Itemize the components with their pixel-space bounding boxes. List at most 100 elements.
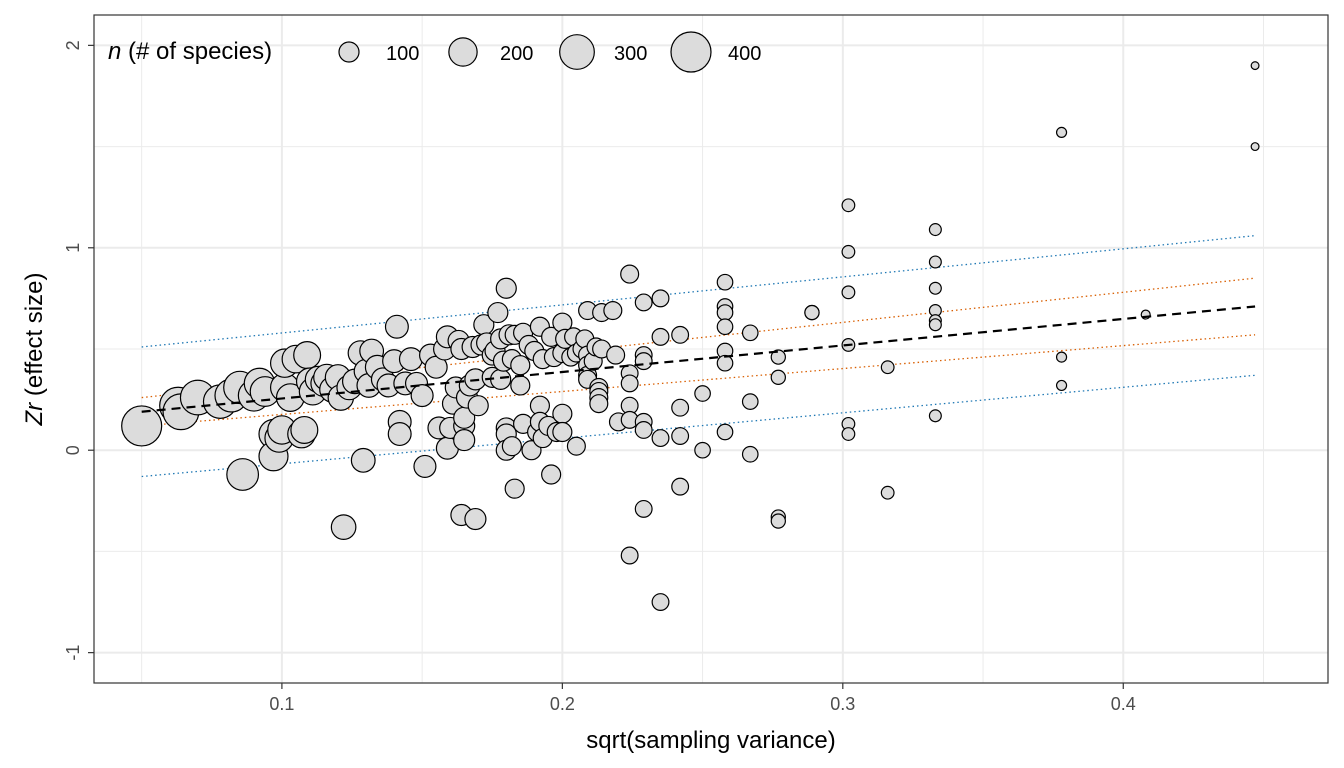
data-point — [1055, 351, 1068, 363]
legend-key-100 — [338, 41, 360, 63]
data-point — [770, 369, 786, 386]
data-point — [651, 289, 670, 308]
legend-key-400 — [670, 31, 712, 73]
data-point — [495, 277, 517, 299]
data-point — [671, 477, 690, 496]
data-point — [453, 429, 476, 452]
data-point — [467, 395, 489, 417]
data-point — [290, 415, 319, 444]
legend-title-italic: n — [108, 38, 121, 65]
legend-label-100: 100 — [386, 43, 419, 65]
data-point — [487, 301, 509, 324]
data-point — [716, 354, 734, 372]
data-point — [741, 393, 759, 410]
prediction-band-lower — [141, 374, 1256, 478]
data-point — [293, 341, 322, 370]
data-point — [330, 514, 357, 540]
data-point — [1055, 126, 1068, 139]
data-point — [541, 464, 562, 485]
data-point — [694, 441, 711, 459]
data-point — [606, 345, 626, 365]
data-point — [589, 394, 609, 414]
x-tick-label: 0.4 — [1111, 694, 1136, 714]
data-point — [510, 355, 531, 376]
y-tick-label: -1 — [63, 645, 83, 661]
data-point — [387, 422, 412, 447]
x-tick-label: 0.3 — [830, 694, 855, 714]
y-axis-title-rest: (effect size) — [21, 273, 48, 403]
data-point — [634, 421, 653, 439]
regression-bands — [141, 234, 1256, 478]
data-point — [651, 327, 670, 346]
y-axis-title: Zr (effect size) — [21, 273, 48, 427]
data-point — [384, 314, 409, 339]
legend: n (# of species) 100 200 300 400 — [108, 31, 761, 73]
data-point — [603, 300, 623, 321]
data-point — [464, 507, 487, 531]
legend-key-300 — [559, 34, 595, 70]
data-point — [510, 375, 531, 396]
data-point — [928, 223, 942, 237]
data-point — [504, 478, 525, 499]
data-point — [620, 374, 639, 393]
data-point — [841, 427, 856, 441]
x-axis: 0.1 0.2 0.3 0.4 — [269, 683, 1136, 714]
data-point — [770, 349, 786, 365]
legend-label-400: 400 — [728, 43, 761, 65]
legend-label-200: 200 — [500, 43, 533, 65]
panel-border — [93, 14, 1329, 684]
data-point — [620, 546, 639, 565]
data-point — [671, 427, 690, 446]
fit-line-group — [141, 305, 1256, 413]
legend-key-200 — [448, 37, 478, 67]
x-tick-label: 0.2 — [550, 694, 575, 714]
data-point — [620, 264, 640, 284]
data-point — [716, 318, 734, 336]
data-point — [741, 324, 759, 342]
confidence-band-lower — [141, 334, 1256, 427]
data-point — [841, 198, 856, 213]
data-point — [694, 385, 711, 402]
y-axis: -1 0 1 2 — [63, 40, 94, 661]
data-point — [1250, 142, 1260, 152]
data-point — [928, 281, 942, 295]
data-point — [1250, 61, 1260, 71]
data-point — [928, 409, 942, 423]
data-point — [671, 398, 690, 417]
legend-entries: 100 200 300 400 — [338, 31, 761, 73]
data-point — [501, 436, 522, 457]
y-tick-label: 2 — [63, 40, 83, 50]
prediction-band-upper — [141, 234, 1256, 348]
data-point — [121, 405, 163, 447]
data-point — [880, 485, 895, 500]
data-point — [350, 447, 376, 473]
data-point — [880, 360, 895, 375]
y-tick-label: 0 — [63, 445, 83, 455]
data-point — [928, 255, 942, 269]
data-point — [928, 318, 942, 332]
data-point — [634, 499, 653, 518]
data-point — [716, 423, 734, 441]
data-point — [651, 429, 670, 448]
y-tick-label: 1 — [63, 243, 83, 253]
data-point — [552, 403, 573, 424]
data-point — [1055, 379, 1068, 392]
data-point — [651, 593, 670, 611]
data-point — [770, 513, 786, 529]
data-point — [398, 347, 423, 372]
data-point — [804, 304, 820, 321]
legend-title-rest: (# of species) — [121, 38, 272, 65]
data-point — [841, 285, 856, 300]
legend-title: n (# of species) — [108, 38, 272, 65]
data-point — [410, 384, 434, 408]
data-point — [716, 304, 734, 321]
data-point — [634, 293, 653, 312]
data-points — [121, 61, 1260, 611]
data-point — [841, 244, 856, 259]
data-point — [634, 352, 653, 371]
data-point — [413, 454, 437, 478]
data-point — [716, 273, 734, 291]
data-point — [552, 421, 573, 443]
data-point — [566, 436, 586, 456]
